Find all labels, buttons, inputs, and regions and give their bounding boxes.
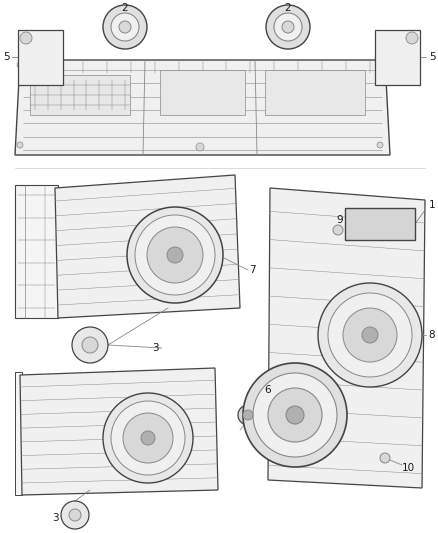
Circle shape (328, 293, 412, 377)
Circle shape (343, 308, 397, 362)
Circle shape (141, 431, 155, 445)
Bar (30, 75, 130, 115)
Circle shape (127, 207, 223, 303)
Circle shape (238, 405, 258, 425)
Text: 5: 5 (429, 52, 435, 62)
Text: 6: 6 (265, 385, 271, 395)
Text: 4: 4 (245, 395, 251, 405)
Text: 9: 9 (337, 215, 343, 225)
Circle shape (20, 32, 32, 44)
Circle shape (17, 142, 23, 148)
Text: 2: 2 (285, 3, 291, 13)
Circle shape (333, 225, 343, 235)
Text: 10: 10 (402, 463, 414, 473)
Polygon shape (15, 185, 58, 318)
Circle shape (243, 363, 347, 467)
Polygon shape (15, 372, 22, 495)
Text: 3: 3 (152, 343, 158, 353)
Text: 3: 3 (52, 513, 58, 523)
Circle shape (286, 406, 304, 424)
Text: 1: 1 (429, 200, 435, 210)
Text: 5: 5 (3, 52, 9, 62)
Circle shape (377, 142, 383, 148)
Circle shape (103, 393, 193, 483)
Circle shape (274, 13, 302, 41)
Circle shape (123, 413, 173, 463)
Circle shape (196, 143, 204, 151)
Circle shape (72, 327, 108, 363)
Circle shape (266, 5, 310, 49)
Circle shape (318, 283, 422, 387)
Circle shape (268, 388, 322, 442)
Circle shape (147, 227, 203, 283)
Circle shape (135, 215, 215, 295)
Circle shape (167, 247, 183, 263)
Text: 8: 8 (429, 330, 435, 340)
Bar (265, 70, 365, 115)
Circle shape (103, 5, 147, 49)
Circle shape (119, 21, 131, 33)
Circle shape (61, 501, 89, 529)
Circle shape (243, 410, 253, 420)
Circle shape (377, 62, 383, 68)
Circle shape (111, 401, 185, 475)
Bar (18, 30, 63, 85)
Circle shape (253, 373, 337, 457)
Circle shape (406, 32, 418, 44)
Text: 2: 2 (122, 3, 128, 13)
Circle shape (17, 62, 23, 68)
Polygon shape (55, 175, 240, 318)
Bar (160, 70, 245, 115)
Circle shape (380, 453, 390, 463)
Bar (375, 30, 420, 85)
Polygon shape (20, 368, 218, 495)
Polygon shape (15, 60, 390, 155)
Circle shape (282, 21, 294, 33)
Circle shape (69, 509, 81, 521)
Bar (345, 208, 415, 240)
Polygon shape (268, 188, 425, 488)
Circle shape (82, 337, 98, 353)
Circle shape (362, 327, 378, 343)
Circle shape (111, 13, 139, 41)
Text: 7: 7 (249, 265, 255, 275)
